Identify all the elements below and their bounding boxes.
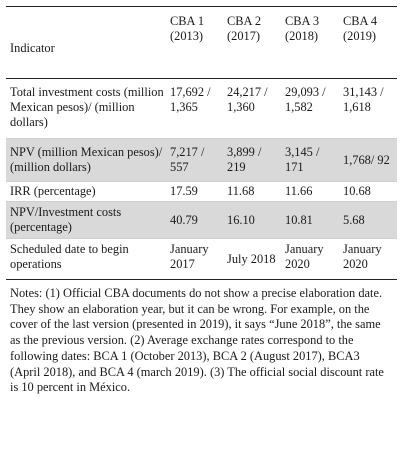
cba-comparison-table: Indicator CBA 1 (2013) CBA 2 (2017) CBA … <box>6 6 397 280</box>
table-row-scheduled-date: Scheduled date to begin operations Janua… <box>6 238 397 280</box>
table-row-irr: IRR (percentage) 17.59 11.68 11.66 10.68 <box>6 181 397 202</box>
row-label: NPV/Investment costs (percentage) <box>6 201 166 239</box>
table-cell: 10.81 <box>281 201 339 239</box>
table-cell: 17.59 <box>166 181 223 202</box>
table-cell: 11.66 <box>281 181 339 202</box>
column-header-indicator: Indicator <box>6 6 166 79</box>
table-row-npv: NPV (million Mexican pesos)/ (million do… <box>6 138 397 182</box>
row-label: IRR (percentage) <box>6 181 166 202</box>
row-label: NPV (million Mexican pesos)/ (million do… <box>6 138 166 182</box>
table-cell: July 2018 <box>223 238 281 280</box>
column-header-cba-4: CBA 4 (2019) <box>339 6 397 79</box>
table-cell: 16.10 <box>223 201 281 239</box>
table-notes: Notes: (1) Official CBA documents do not… <box>10 286 384 395</box>
table-cell: 31,143 / 1,618 <box>339 78 397 139</box>
column-header-cba-2: CBA 2 (2017) <box>223 6 281 79</box>
table-header-row: Indicator CBA 1 (2013) CBA 2 (2017) CBA … <box>6 6 397 79</box>
table-cell: 29,093 / 1,582 <box>281 78 339 139</box>
document: Indicator CBA 1 (2013) CBA 2 (2017) CBA … <box>6 6 397 408</box>
table-cell: January 2017 <box>166 238 223 280</box>
table-cell: 5.68 <box>339 201 397 239</box>
table-cell: 11.68 <box>223 181 281 202</box>
table-cell: January 2020 <box>339 238 397 280</box>
table-cell: 17,692 / 1,365 <box>166 78 223 139</box>
table-cell: 40.79 <box>166 201 223 239</box>
row-label: Scheduled date to begin operations <box>6 238 166 280</box>
table-cell: 3,899 / 219 <box>223 138 281 182</box>
table-cell: January 2020 <box>281 238 339 280</box>
table-cell: 1,768/ 92 <box>339 138 397 182</box>
table-cell: 7,217 / 557 <box>166 138 223 182</box>
table-row-investment-costs: Total investment costs (million Mexican … <box>6 78 397 139</box>
row-label: Total investment costs (million Mexican … <box>6 78 166 139</box>
table-cell: 24,217 / 1,360 <box>223 78 281 139</box>
table-row-npv-investment-ratio: NPV/Investment costs (percentage) 40.79 … <box>6 201 397 239</box>
table-cell: 10.68 <box>339 181 397 202</box>
column-header-cba-3: CBA 3 (2018) <box>281 6 339 79</box>
table-cell: 3,145 / 171 <box>281 138 339 182</box>
column-header-cba-1: CBA 1 (2013) <box>166 6 223 79</box>
